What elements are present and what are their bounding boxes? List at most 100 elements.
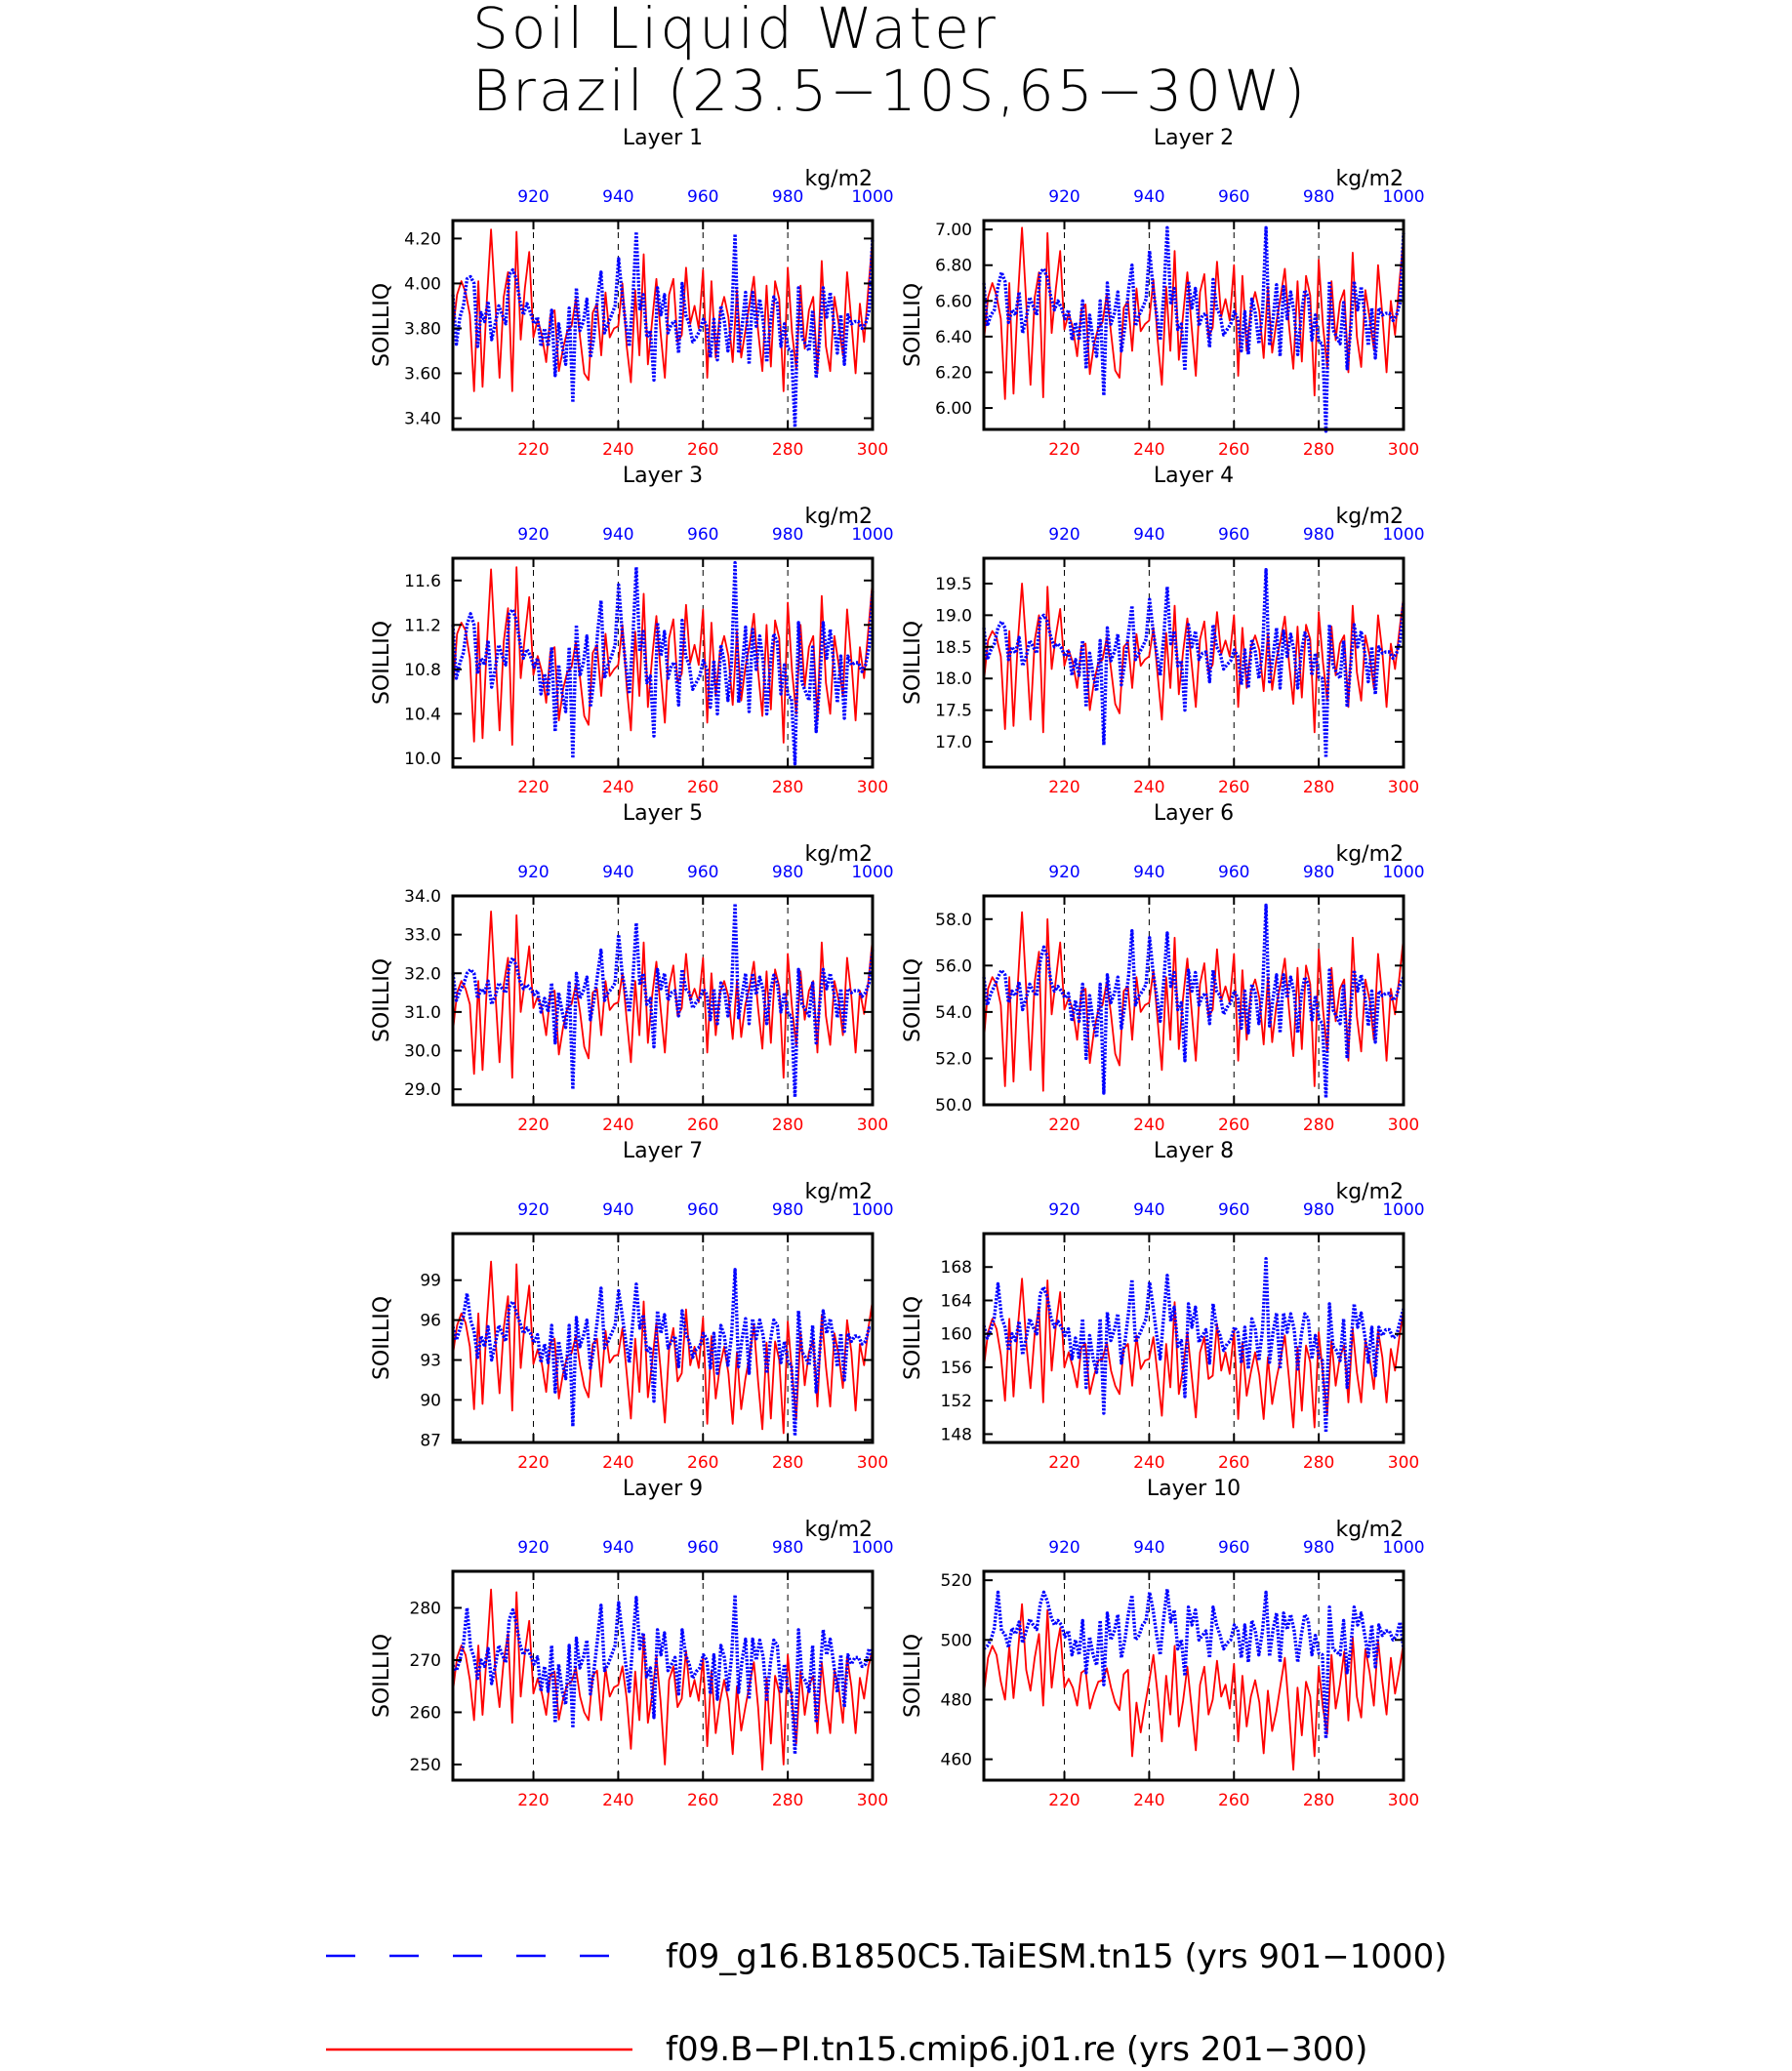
layer7-panel-title: Layer 7 bbox=[623, 1139, 703, 1163]
layer8-series-cmip6-line bbox=[983, 1278, 1405, 1429]
layer5-x-top-tick-label: 980 bbox=[772, 863, 803, 882]
layer4-x-bottom-tick-label: 220 bbox=[1048, 778, 1079, 797]
layer4-x-bottom-tick-label: 280 bbox=[1303, 778, 1334, 797]
layer7-x-top-tick-label: 980 bbox=[772, 1200, 803, 1220]
layer3-y-axis-label: SOILLIQ bbox=[370, 621, 394, 705]
layer7-y-tick-label: 87 bbox=[420, 1431, 441, 1450]
layer4-x-top-tick-label: 960 bbox=[1218, 525, 1249, 545]
layer8-y-tick-label: 152 bbox=[941, 1392, 972, 1411]
layer5-units-label: kg/m2 bbox=[804, 842, 873, 867]
layer2-panel-title: Layer 2 bbox=[1154, 126, 1234, 150]
layer2-x-bottom-tick-label: 260 bbox=[1218, 440, 1249, 460]
chart-title-line-1: Soil Liquid Water bbox=[472, 0, 998, 61]
layer2-x-top-tick-label: 920 bbox=[1048, 187, 1079, 207]
layer1-y-tick-label: 4.00 bbox=[404, 274, 441, 294]
layer8-x-top-tick-label: 1000 bbox=[1382, 1200, 1424, 1220]
layer8-y-tick-label: 168 bbox=[941, 1258, 972, 1278]
layer1-x-top-tick-label: 960 bbox=[687, 187, 718, 207]
layer10-y-tick-label: 480 bbox=[941, 1690, 972, 1710]
layer4-plot-frame bbox=[982, 556, 1405, 769]
layer10-series-taiesm-line bbox=[982, 1587, 1405, 1740]
layer1-x-bottom-tick-label: 300 bbox=[857, 440, 888, 460]
layer4-y-tick-label: 19.0 bbox=[935, 606, 972, 626]
layer4-series-cmip6-line bbox=[983, 583, 1405, 734]
layer8-y-tick-label: 164 bbox=[941, 1291, 972, 1311]
layer3-x-bottom-tick-label: 300 bbox=[857, 778, 888, 797]
layer3-panel-title: Layer 3 bbox=[623, 464, 703, 488]
layer1-y-tick-label: 3.60 bbox=[404, 364, 441, 384]
layer9-series-taiesm-line bbox=[451, 1593, 875, 1757]
layer9-x-top-tick-label: 920 bbox=[517, 1538, 549, 1558]
chart-title-line-2: Brazil (23.5−10S,65−30W) bbox=[472, 58, 1309, 124]
layer6-x-top-tick-label: 960 bbox=[1218, 863, 1249, 882]
layer8-units-label: kg/m2 bbox=[1335, 1180, 1404, 1204]
layer3-y-tick-label: 10.0 bbox=[404, 750, 441, 769]
layer7-x-bottom-tick-label: 260 bbox=[687, 1453, 718, 1473]
layer8-y-axis-label: SOILLIQ bbox=[901, 1296, 925, 1380]
layer6-x-top-tick-label: 940 bbox=[1133, 863, 1164, 882]
layer8-plot-frame bbox=[982, 1232, 1405, 1444]
layer2-x-bottom-tick-label: 220 bbox=[1048, 440, 1079, 460]
layer1-x-top-tick-label: 1000 bbox=[851, 187, 893, 207]
layer4-x-top-tick-label: 920 bbox=[1048, 525, 1079, 545]
layer1-x-bottom-tick-label: 260 bbox=[687, 440, 718, 460]
layer6-plot-frame bbox=[982, 894, 1405, 1107]
layer10-plot-frame bbox=[982, 1569, 1405, 1782]
layer9-series-cmip6-line bbox=[452, 1588, 874, 1771]
layer1-y-tick-label: 3.80 bbox=[404, 319, 441, 339]
layer9-x-top-tick-label: 940 bbox=[602, 1538, 633, 1558]
layer2-y-tick-label: 7.00 bbox=[935, 221, 972, 240]
layer3-units-label: kg/m2 bbox=[804, 505, 873, 529]
layer1-series-cmip6-line bbox=[452, 228, 874, 392]
layer7-y-tick-label: 90 bbox=[420, 1391, 441, 1410]
layer6-y-axis-label: SOILLIQ bbox=[901, 958, 925, 1042]
layer8-y-tick-label: 160 bbox=[941, 1325, 972, 1345]
layer6-x-bottom-tick-label: 300 bbox=[1388, 1116, 1419, 1135]
layer5-x-bottom-tick-label: 240 bbox=[602, 1116, 633, 1135]
layer8-x-bottom-tick-label: 220 bbox=[1048, 1453, 1079, 1473]
layer4-x-bottom-tick-label: 260 bbox=[1218, 778, 1249, 797]
layer1-x-top-tick-label: 980 bbox=[772, 187, 803, 207]
layer5-x-bottom-tick-label: 280 bbox=[772, 1116, 803, 1135]
layer10-y-tick-label: 460 bbox=[941, 1751, 972, 1770]
layer1-plot-frame bbox=[451, 219, 875, 431]
layer3-y-tick-label: 10.4 bbox=[404, 705, 441, 724]
layer7-plot-frame bbox=[451, 1232, 875, 1444]
layer8-x-bottom-tick-label: 260 bbox=[1218, 1453, 1249, 1473]
layer10-x-top-tick-label: 1000 bbox=[1382, 1538, 1424, 1558]
layer5-y-tick-label: 32.0 bbox=[404, 964, 441, 984]
layer10-x-top-tick-label: 960 bbox=[1218, 1538, 1249, 1558]
layer1-units-label: kg/m2 bbox=[804, 167, 873, 191]
layer8-x-bottom-tick-label: 300 bbox=[1388, 1453, 1419, 1473]
layer9-y-axis-label: SOILLIQ bbox=[370, 1634, 394, 1718]
layer8-x-bottom-tick-label: 240 bbox=[1133, 1453, 1164, 1473]
layer2-y-axis-label: SOILLIQ bbox=[901, 283, 925, 367]
layer5-y-tick-label: 31.0 bbox=[404, 1003, 441, 1023]
layer1-x-bottom-tick-label: 220 bbox=[517, 440, 549, 460]
layer9-plot-frame bbox=[451, 1569, 875, 1782]
layer8-x-top-tick-label: 920 bbox=[1048, 1200, 1079, 1220]
layer2-x-bottom-tick-label: 280 bbox=[1303, 440, 1334, 460]
layer7-y-axis-label: SOILLIQ bbox=[370, 1296, 394, 1380]
layer4-x-top-tick-label: 940 bbox=[1133, 525, 1164, 545]
layer2-plot-frame bbox=[982, 219, 1405, 431]
layer10-units-label: kg/m2 bbox=[1335, 1518, 1404, 1542]
layer8-y-tick-label: 156 bbox=[941, 1359, 972, 1378]
layer9-x-bottom-tick-label: 220 bbox=[517, 1791, 549, 1810]
layer4-units-label: kg/m2 bbox=[1335, 505, 1404, 529]
layer2-y-tick-label: 6.80 bbox=[935, 257, 972, 276]
layer5-y-tick-label: 33.0 bbox=[404, 926, 441, 946]
layer3-y-tick-label: 10.8 bbox=[404, 661, 441, 680]
layer9-x-bottom-tick-label: 260 bbox=[687, 1791, 718, 1810]
layer3-series-taiesm-line bbox=[451, 560, 875, 766]
layer1-series-taiesm-line bbox=[451, 229, 875, 429]
layer3-x-top-tick-label: 960 bbox=[687, 525, 718, 545]
layer4-y-tick-label: 19.5 bbox=[935, 575, 972, 594]
layer6-y-tick-label: 56.0 bbox=[935, 956, 972, 976]
layer6-y-tick-label: 52.0 bbox=[935, 1049, 972, 1069]
layer10-x-top-tick-label: 980 bbox=[1303, 1538, 1334, 1558]
layer7-units-label: kg/m2 bbox=[804, 1180, 873, 1204]
layer8-x-top-tick-label: 960 bbox=[1218, 1200, 1249, 1220]
legend-label-taiesm: f09_g16.B1850C5.TaiESM.tn15 (yrs 901−100… bbox=[666, 1937, 1447, 1976]
layer2-y-tick-label: 6.20 bbox=[935, 363, 972, 383]
